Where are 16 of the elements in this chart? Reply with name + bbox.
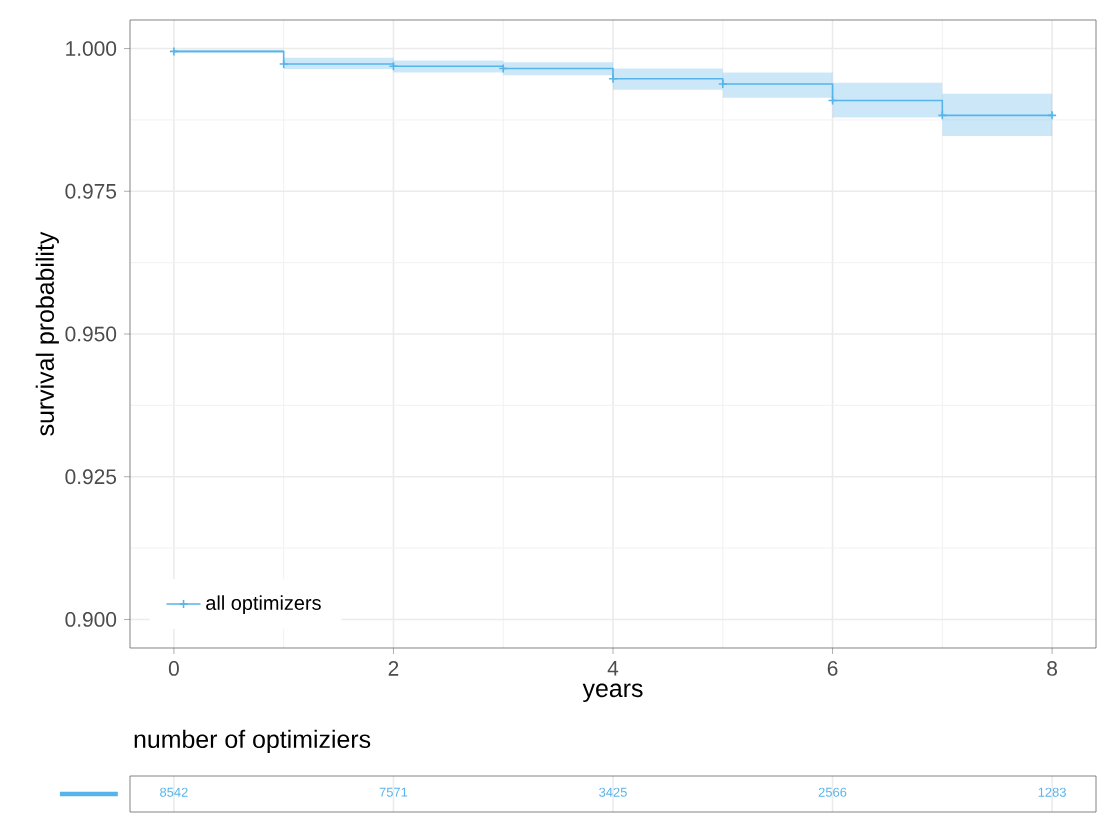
x-axis-title: years [582,683,643,703]
legend-label: all optimizers [206,595,321,614]
y-tick-label: 0.950 [65,326,117,342]
text: number of optimiziers [134,729,371,753]
y-tick-label: 1.000 [66,41,117,56]
y-axis-title: survival probability [35,231,59,436]
x-tick-label: 2 [388,661,399,676]
y-tick-label: 0.975 [65,183,117,199]
y-tick-label: 0.900 [65,612,117,627]
y-tick-label: 0.925 [65,469,117,485]
point [717,79,728,89]
point [608,74,618,84]
x-tick-label: 6 [827,661,838,676]
x-tick-label: 0 [168,661,179,676]
x-tick-label: 8 [1047,661,1057,676]
x-tick-label: 4 [607,661,619,676]
